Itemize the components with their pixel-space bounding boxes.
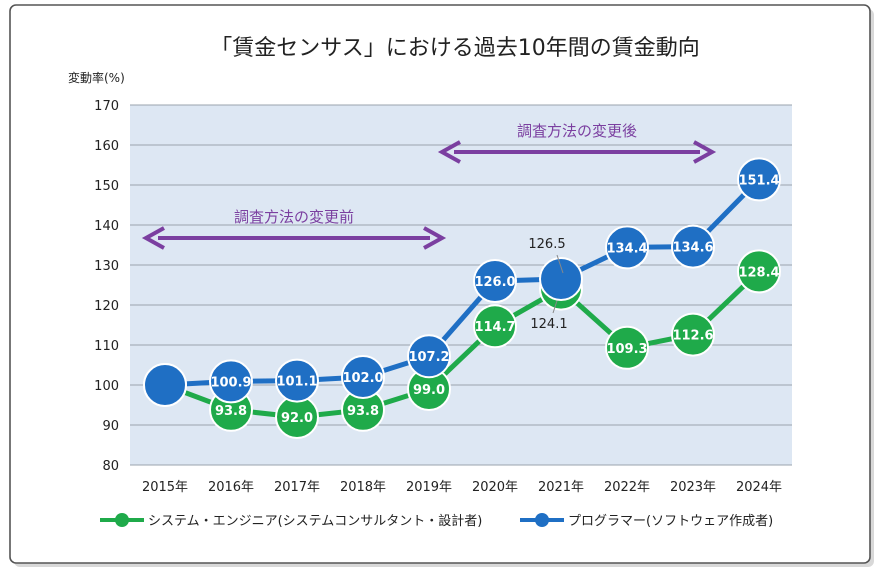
legend-swatch-marker	[535, 513, 549, 527]
data-point: 101.1	[275, 358, 319, 403]
series-line-1	[164, 177, 761, 388]
data-label: 126.0	[474, 275, 515, 290]
legend-item: プログラマー(ソフトウェア作成者)	[520, 513, 773, 529]
legend-swatch-marker	[115, 513, 129, 527]
data-label: 92.0	[281, 411, 313, 426]
point-marker	[671, 312, 715, 357]
x-tick-label: 2020年	[472, 480, 518, 495]
data-label: 124.1	[530, 317, 567, 332]
data-label: 102.0	[342, 371, 383, 386]
data-point: 100.9	[209, 359, 253, 404]
y-tick-label: 140	[94, 219, 119, 234]
data-point: 102.0	[341, 355, 385, 399]
data-label: 99.0	[413, 383, 445, 398]
point-marker	[209, 359, 253, 404]
point-marker	[143, 363, 187, 407]
point-marker	[407, 334, 451, 379]
data-point: 92.0	[275, 395, 319, 439]
x-tick-label: 2024年	[736, 480, 782, 495]
point-marker	[473, 304, 517, 349]
data-point: 134.4	[605, 225, 649, 270]
point-marker	[473, 259, 517, 303]
data-label: 93.8	[347, 404, 379, 419]
x-tick-label: 2018年	[340, 480, 386, 495]
x-tick-label: 2022年	[604, 480, 650, 495]
y-tick-label: 130	[94, 259, 119, 274]
data-label: 109.3	[606, 342, 647, 357]
data-point: 151.4	[737, 157, 781, 202]
y-tick-label: 80	[102, 459, 119, 474]
chart-title: 「賃金センサス」における過去10年間の賃金動向	[210, 36, 700, 61]
y-tick-label: 160	[94, 139, 119, 154]
legend-item: システム・エンジニア(システムコンサルタント・設計者)	[100, 513, 482, 529]
x-tick-label: 2016年	[208, 480, 254, 495]
data-label: 100.9	[210, 375, 251, 390]
x-tick-label: 2023年	[670, 480, 716, 495]
data-point: 107.2	[407, 334, 451, 379]
data-point: 114.7	[473, 304, 517, 349]
before-change-arrow	[141, 226, 447, 250]
point-marker	[671, 224, 715, 269]
data-label: 151.4	[738, 173, 779, 188]
point-marker	[605, 225, 649, 270]
data-label: 126.5	[528, 237, 565, 252]
annotation-after-label: 調査方法の変更後	[517, 122, 637, 140]
data-point: 93.8	[341, 387, 385, 432]
x-tick-label: 2021年	[538, 480, 584, 495]
point-marker	[605, 325, 649, 370]
data-label: 134.4	[606, 241, 647, 256]
data-label: 128.4	[738, 265, 779, 280]
x-tick-label: 2015年	[142, 480, 188, 495]
data-point: 109.3	[605, 325, 649, 370]
data-point: 134.6	[671, 224, 715, 269]
series-line-0	[164, 269, 761, 420]
x-tick-label: 2019年	[406, 480, 452, 495]
y-tick-label: 100	[94, 379, 119, 394]
y-tick-label: 90	[102, 419, 119, 434]
data-point	[143, 363, 187, 407]
x-tick-label: 2017年	[274, 480, 320, 495]
data-point: 128.4	[737, 249, 781, 294]
data-label: 107.2	[408, 350, 449, 365]
data-point: 126.5	[528, 237, 583, 301]
point-marker	[737, 157, 781, 202]
annotation-before-label: 調査方法の変更前	[234, 208, 354, 226]
legend-label: システム・エンジニア(システムコンサルタント・設計者)	[148, 513, 482, 529]
y-tick-label: 150	[94, 179, 119, 194]
y-tick-label: 110	[94, 339, 119, 354]
data-label: 93.8	[215, 404, 247, 419]
point-marker	[737, 249, 781, 294]
y-tick-label: 120	[94, 299, 119, 314]
point-marker	[275, 358, 319, 403]
point-marker	[539, 257, 583, 301]
data-point: 112.6	[671, 312, 715, 357]
y-axis-label: 変動率(%)	[68, 70, 125, 85]
data-label: 134.6	[672, 241, 713, 256]
data-point: 126.0	[473, 259, 517, 303]
y-tick-label: 170	[94, 99, 119, 114]
after-change-arrow	[437, 140, 717, 164]
data-label: 114.7	[474, 320, 515, 335]
point-marker	[341, 355, 385, 399]
data-label: 112.6	[672, 329, 713, 344]
legend-label: プログラマー(ソフトウェア作成者)	[568, 514, 773, 529]
data-label: 101.1	[276, 375, 317, 390]
